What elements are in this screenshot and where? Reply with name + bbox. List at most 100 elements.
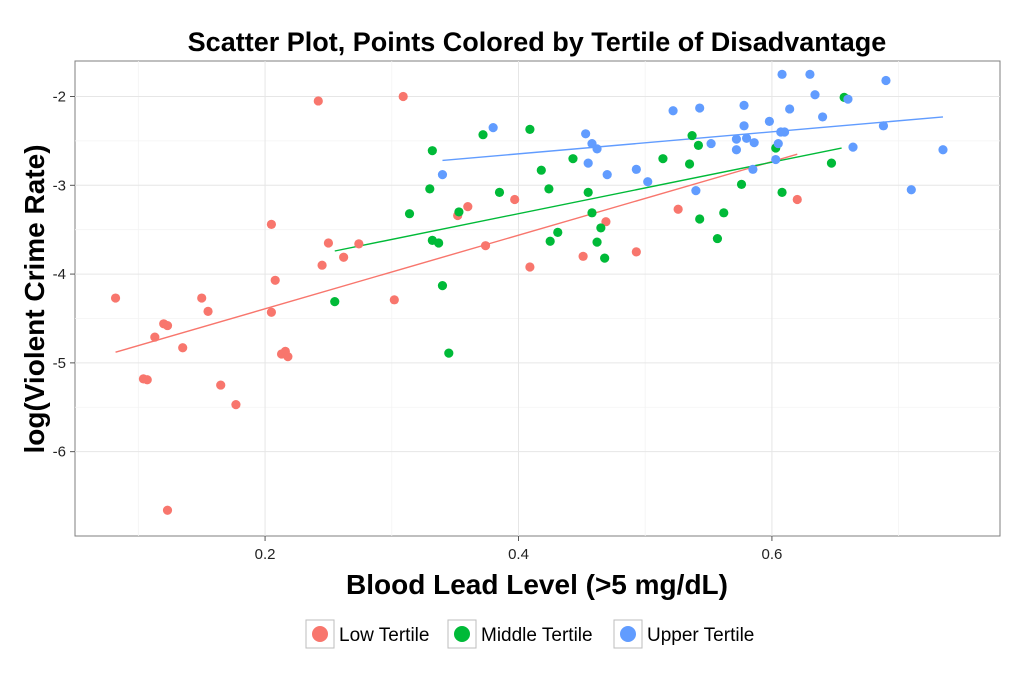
data-point	[596, 223, 606, 233]
data-point	[712, 233, 723, 244]
data-point	[216, 380, 226, 390]
data-point	[719, 208, 729, 218]
data-point	[631, 247, 641, 257]
data-point	[480, 241, 491, 251]
data-point	[658, 154, 668, 164]
data-point	[404, 209, 415, 219]
y-axis-ticks: -6 -5 -4 -3 -2	[53, 89, 75, 461]
data-point	[878, 121, 889, 131]
data-point	[706, 138, 716, 149]
x-axis-ticks: 0.2 0.4 0.6	[255, 536, 782, 563]
data-points	[110, 69, 948, 515]
data-point	[553, 227, 563, 237]
data-point	[881, 75, 891, 86]
data-point	[437, 170, 448, 180]
y-axis-title: log(Violent Crime Rate)	[19, 144, 50, 453]
data-point	[389, 295, 399, 305]
data-point	[323, 238, 334, 248]
data-point	[536, 165, 546, 175]
y-tick-label: -3	[53, 177, 66, 194]
data-point	[643, 177, 653, 187]
legend: Low Tertile Middle Tertile Upper Tertile	[305, 619, 754, 649]
data-point	[578, 251, 588, 261]
data-point	[545, 236, 555, 246]
data-point	[510, 194, 520, 205]
x-axis-title: Blood Lead Level (>5 mg/dL)	[346, 569, 728, 600]
data-point	[771, 154, 781, 165]
data-point	[425, 184, 435, 194]
data-point	[785, 104, 795, 114]
data-point	[695, 103, 705, 113]
fit-line	[115, 153, 798, 353]
data-point	[266, 307, 277, 317]
data-point	[695, 214, 705, 224]
data-point	[231, 399, 241, 410]
data-point	[339, 252, 349, 262]
data-point	[736, 179, 747, 190]
data-point	[739, 121, 749, 131]
x-tick-label: 0.2	[255, 546, 276, 563]
data-point	[330, 297, 340, 307]
data-point	[739, 100, 749, 110]
data-point	[777, 69, 787, 79]
data-point	[764, 116, 774, 126]
data-point	[693, 140, 704, 150]
data-point	[773, 138, 783, 149]
data-point	[631, 164, 641, 174]
data-point	[601, 217, 611, 227]
legend-marker	[312, 626, 328, 642]
legend-label: Upper Tertile	[647, 625, 754, 646]
y-tick-label: -6	[53, 444, 66, 461]
data-point	[938, 145, 948, 155]
data-point	[826, 158, 837, 168]
data-point	[583, 187, 593, 198]
data-point	[463, 202, 473, 212]
y-tick-label: -2	[53, 89, 66, 106]
data-point	[478, 130, 488, 140]
y-tick-label: -5	[53, 355, 66, 372]
data-point	[525, 124, 535, 134]
data-point	[687, 130, 697, 141]
data-point	[398, 91, 408, 102]
data-point	[581, 129, 591, 139]
data-point	[906, 185, 916, 195]
chart-title: Scatter Plot, Points Colored by Tertile …	[188, 27, 887, 57]
data-point	[691, 186, 701, 196]
data-point	[150, 332, 160, 342]
data-point	[777, 187, 787, 198]
data-point	[525, 262, 535, 272]
data-point	[178, 343, 188, 353]
legend-marker	[454, 626, 470, 642]
data-point	[544, 184, 554, 194]
legend-marker	[620, 626, 636, 642]
data-point	[818, 112, 828, 122]
data-point	[748, 164, 758, 174]
data-point	[203, 306, 213, 316]
data-point	[684, 159, 695, 169]
fit-line	[334, 147, 842, 252]
data-point	[592, 237, 602, 247]
data-point	[197, 293, 207, 303]
data-point	[427, 146, 437, 156]
data-point	[749, 138, 759, 148]
data-point	[454, 207, 464, 217]
data-point	[283, 352, 293, 362]
data-point	[142, 375, 152, 385]
data-point	[779, 127, 790, 137]
data-point	[810, 90, 820, 100]
data-point	[568, 154, 578, 164]
y-tick-label: -4	[53, 266, 66, 283]
data-point	[843, 94, 853, 104]
data-point	[437, 281, 448, 291]
data-point	[848, 142, 858, 152]
data-point	[600, 253, 610, 263]
data-point	[494, 187, 505, 198]
data-point	[162, 320, 173, 331]
data-point	[583, 158, 593, 168]
data-point	[162, 505, 173, 515]
legend-label: Middle Tertile	[481, 625, 593, 646]
plot-panel	[74, 60, 1001, 537]
data-point	[731, 145, 742, 155]
data-point	[354, 239, 364, 249]
